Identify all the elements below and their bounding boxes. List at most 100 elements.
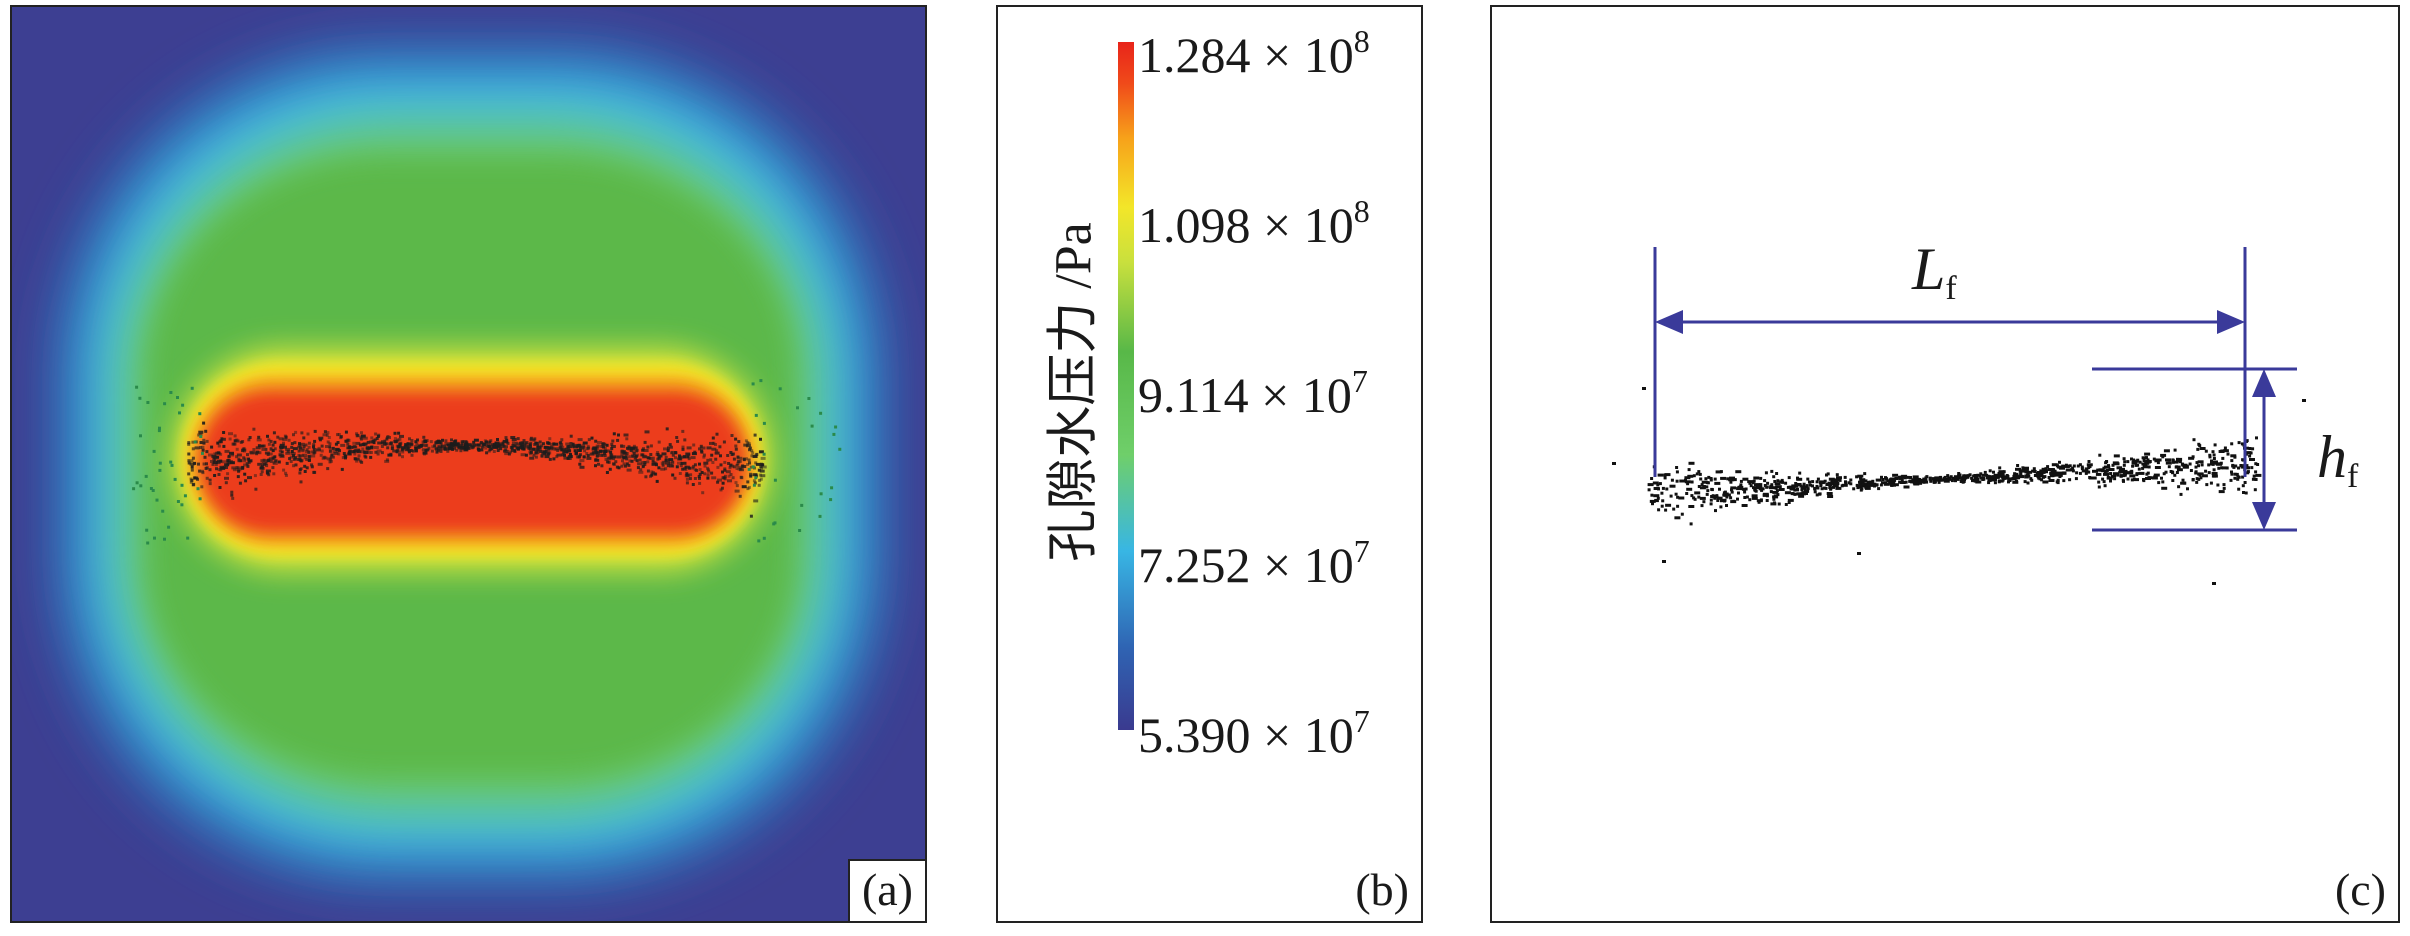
fracture-point bbox=[1687, 468, 1691, 472]
fracture-point bbox=[757, 539, 761, 543]
fracture-point bbox=[656, 453, 660, 457]
fracture-point bbox=[187, 441, 191, 445]
fracture-point bbox=[2136, 458, 2140, 462]
fracture-geometry-panel: Lf hf (c) bbox=[1490, 5, 2400, 923]
fracture-point bbox=[738, 494, 742, 498]
fracture-point bbox=[192, 482, 196, 486]
fracture-point bbox=[389, 441, 393, 445]
fracture-point bbox=[375, 437, 379, 440]
fracture-point bbox=[421, 443, 425, 447]
fracture-point bbox=[734, 447, 738, 451]
fracture-point bbox=[2015, 474, 2019, 478]
fracture-point bbox=[638, 470, 644, 474]
fracture-point bbox=[390, 444, 394, 448]
fracture-point bbox=[247, 457, 251, 461]
fracture-point bbox=[307, 445, 311, 449]
fracture-point bbox=[615, 465, 619, 469]
fracture-point bbox=[510, 446, 514, 450]
fracture-point bbox=[574, 451, 578, 455]
fracture-point bbox=[1714, 509, 1717, 513]
fracture-point bbox=[198, 497, 202, 501]
fracture-point bbox=[719, 454, 722, 458]
fracture-point bbox=[273, 447, 277, 451]
fracture-point bbox=[1881, 481, 1887, 485]
fracture-point bbox=[190, 459, 194, 463]
fracture-point bbox=[205, 476, 209, 480]
fracture-point bbox=[219, 440, 223, 444]
fracture-point bbox=[1741, 487, 1745, 491]
fracture-point bbox=[440, 447, 445, 451]
fracture-point bbox=[538, 447, 542, 451]
fracture-point bbox=[698, 468, 702, 472]
fracture-point bbox=[2059, 473, 2063, 477]
fracture-point bbox=[564, 447, 568, 451]
fracture-point bbox=[1975, 480, 1982, 484]
fracture-point bbox=[629, 448, 633, 452]
fracture-point bbox=[613, 462, 616, 466]
fracture-point bbox=[1924, 476, 1928, 480]
fracture-point bbox=[292, 464, 296, 468]
fracture-point bbox=[1612, 462, 1616, 465]
fracture-point bbox=[173, 477, 177, 481]
fracture-point bbox=[2205, 483, 2209, 487]
fracture-point bbox=[579, 465, 585, 469]
fracture-point bbox=[529, 445, 532, 449]
fracture-point bbox=[294, 430, 298, 434]
fracture-point bbox=[460, 440, 464, 444]
fracture-point bbox=[2074, 477, 2078, 481]
fracture-point bbox=[190, 465, 194, 469]
fracture-point bbox=[236, 475, 240, 479]
fracture-point bbox=[344, 439, 348, 443]
fracture-point bbox=[558, 444, 562, 448]
fracture-point bbox=[1971, 479, 1977, 483]
fracture-point bbox=[447, 446, 451, 450]
fracture-point bbox=[269, 447, 273, 450]
fracture-point bbox=[583, 449, 587, 453]
fracture-point bbox=[1652, 481, 1659, 485]
fracture-point bbox=[2233, 472, 2237, 476]
fracture-point bbox=[657, 440, 661, 444]
fracture-point bbox=[2047, 468, 2054, 471]
fracture-point bbox=[408, 437, 411, 441]
fracture-point bbox=[2095, 472, 2099, 476]
fracture-point bbox=[734, 481, 738, 485]
fracture-point bbox=[1946, 474, 1950, 478]
fracture-point bbox=[1824, 486, 1828, 490]
fracture-point bbox=[549, 442, 553, 446]
fracture-point bbox=[2137, 467, 2141, 471]
fracture-point bbox=[213, 452, 217, 456]
fracture-point bbox=[1985, 476, 1989, 480]
fracture-point bbox=[292, 447, 298, 451]
fracture-point bbox=[2056, 464, 2059, 468]
fracture-point bbox=[426, 448, 430, 452]
fracture-point bbox=[1916, 481, 1923, 485]
fracture-point bbox=[2020, 469, 2024, 473]
fracture-point bbox=[1997, 473, 2001, 477]
fracture-point bbox=[1943, 475, 1947, 479]
fracture-point bbox=[649, 444, 653, 448]
fracture-point bbox=[698, 472, 702, 476]
fracture-point bbox=[706, 473, 710, 477]
fracture-point bbox=[1832, 485, 1835, 489]
fracture-point bbox=[685, 473, 689, 477]
fracture-point bbox=[2230, 442, 2234, 446]
fracture-point bbox=[317, 462, 323, 466]
fracture-point bbox=[2237, 466, 2240, 470]
fracture-point bbox=[1751, 494, 1758, 498]
fracture-point bbox=[1825, 473, 1828, 477]
fracture-point bbox=[360, 431, 363, 435]
fracture-point bbox=[727, 474, 731, 478]
fracture-point bbox=[227, 455, 231, 459]
fracture-point bbox=[642, 455, 648, 459]
fracture-point bbox=[230, 490, 234, 494]
fracture-point bbox=[719, 488, 723, 492]
fracture-point bbox=[181, 403, 185, 407]
fracture-point bbox=[626, 468, 632, 472]
fracture-point bbox=[610, 442, 614, 446]
fracture-point bbox=[268, 457, 274, 461]
fracture-point bbox=[738, 465, 742, 469]
fracture-point bbox=[752, 483, 756, 487]
fracture-point bbox=[211, 454, 217, 458]
fracture-point bbox=[2085, 469, 2089, 473]
fracture-point bbox=[523, 441, 527, 445]
